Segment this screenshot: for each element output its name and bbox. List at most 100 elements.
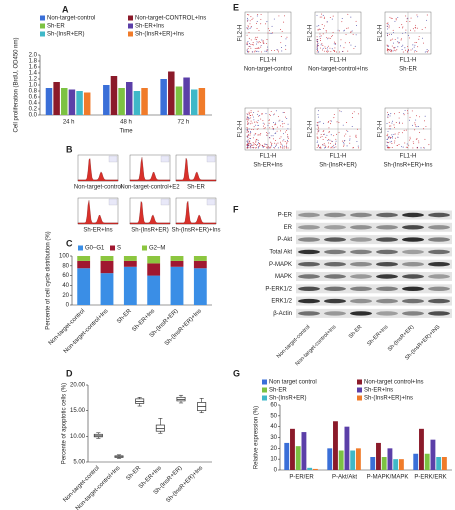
dot — [273, 147, 275, 149]
dot — [317, 29, 319, 31]
dot — [398, 27, 400, 29]
bar — [198, 88, 206, 115]
dot — [246, 140, 248, 142]
dot — [409, 138, 411, 140]
dot — [402, 51, 404, 53]
blot-band — [350, 237, 372, 242]
dot — [419, 116, 421, 118]
dot — [332, 147, 334, 149]
dot — [250, 117, 252, 119]
dot — [255, 139, 257, 141]
dot — [257, 146, 259, 148]
dot — [247, 14, 248, 16]
dot — [258, 51, 260, 53]
dot — [333, 43, 335, 45]
dotplot-label: Sh-(InsR+ER) — [319, 163, 357, 169]
dot — [248, 45, 250, 47]
dot — [267, 28, 269, 30]
dot — [268, 120, 270, 121]
dot — [256, 28, 258, 30]
dot — [284, 131, 286, 133]
dot — [256, 47, 258, 49]
dot — [389, 128, 391, 130]
y-axis-label: FL2-H — [308, 121, 314, 138]
blot-band — [298, 212, 320, 218]
dot — [416, 126, 418, 128]
blot-band — [376, 298, 398, 304]
dot — [260, 23, 262, 25]
dot — [413, 46, 415, 48]
dot — [404, 110, 406, 111]
blot-band — [376, 237, 398, 242]
dot — [320, 146, 322, 148]
dot — [399, 42, 400, 44]
dot — [406, 51, 408, 53]
dot — [387, 45, 389, 47]
dot — [253, 134, 255, 136]
dot — [271, 32, 273, 34]
dot — [351, 117, 353, 119]
dot — [317, 140, 318, 142]
dot — [319, 121, 321, 123]
bar-segment — [193, 256, 207, 261]
dot — [260, 14, 262, 16]
dot — [320, 147, 322, 149]
dot — [386, 134, 388, 136]
y-tick-label: 80 — [62, 263, 69, 269]
dot — [279, 146, 281, 148]
dot — [343, 144, 345, 146]
dot — [410, 49, 412, 51]
dot — [405, 29, 407, 31]
dot — [267, 49, 269, 51]
dot — [252, 129, 254, 130]
dot — [407, 112, 409, 114]
dot — [388, 128, 390, 130]
y-tick-label: 5.00 — [73, 460, 85, 466]
dot — [282, 147, 284, 149]
dot — [414, 26, 416, 28]
dot — [317, 144, 319, 146]
blot-band — [298, 298, 320, 304]
dot — [389, 16, 391, 18]
dot — [280, 36, 282, 38]
blot-band — [324, 274, 346, 279]
dot — [340, 45, 341, 47]
dot — [408, 37, 410, 39]
blot-band — [428, 225, 450, 230]
dot — [270, 141, 272, 143]
dot — [275, 132, 277, 134]
dot — [387, 147, 389, 149]
dot — [266, 131, 268, 133]
dot — [262, 147, 264, 148]
dot — [394, 140, 396, 142]
legend-swatch — [357, 395, 362, 401]
dot — [286, 145, 288, 147]
dot — [247, 139, 249, 141]
dot — [395, 121, 397, 123]
dot — [285, 45, 287, 47]
x-axis-label: FL1-H — [260, 58, 277, 64]
dot — [335, 142, 337, 144]
dot — [401, 46, 403, 48]
dot — [280, 147, 282, 149]
dot — [249, 46, 251, 48]
dot — [393, 124, 395, 126]
dot — [280, 42, 282, 44]
bar-segment — [123, 256, 137, 261]
dot — [353, 147, 355, 148]
y-tick-label: 0.8 — [29, 89, 38, 95]
dot — [329, 142, 331, 144]
legend-label: Sh-(InsR+ER) — [269, 396, 307, 402]
dot — [252, 44, 253, 46]
dot — [256, 143, 258, 145]
blot-band — [428, 286, 450, 291]
dot — [251, 129, 253, 130]
dot — [248, 145, 250, 147]
dot — [256, 22, 257, 24]
dot — [423, 128, 425, 130]
blot-strip — [296, 296, 452, 306]
dot — [256, 128, 258, 130]
dot — [246, 43, 248, 45]
dot — [251, 144, 253, 146]
